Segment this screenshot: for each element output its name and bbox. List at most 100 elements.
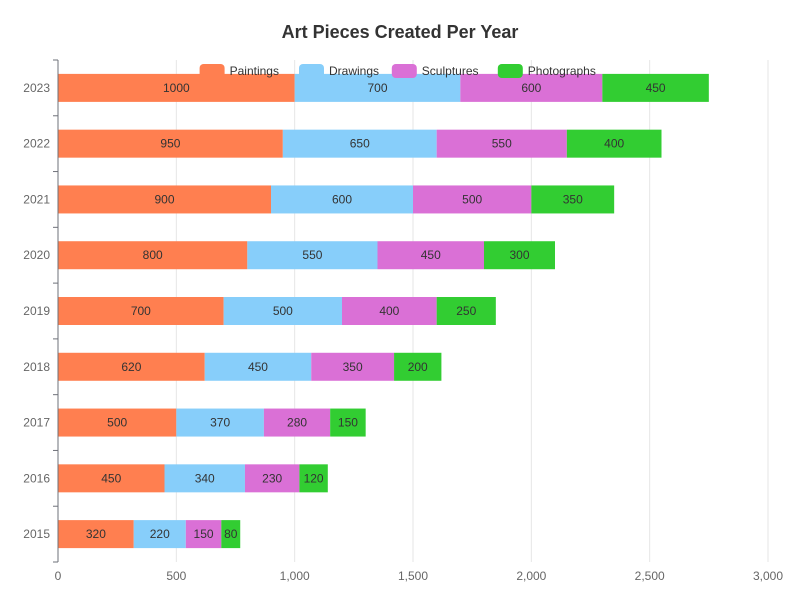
bar-segment[interactable] (263, 408, 331, 437)
bar-segment[interactable] (58, 464, 165, 493)
bar-segment[interactable] (223, 297, 342, 325)
legend-item[interactable]: Sculptures (391, 64, 479, 78)
data-label: 340 (195, 471, 215, 485)
legend-swatch (497, 64, 523, 78)
y-tick-label: 2018 (23, 360, 50, 374)
chart-title: Art Pieces Created Per Year (282, 22, 519, 42)
bar-segment[interactable] (484, 241, 555, 270)
bar-segment[interactable] (58, 352, 205, 381)
bar-segment[interactable] (58, 520, 134, 549)
data-label: 600 (521, 81, 541, 95)
legend[interactable]: Paintings Drawings Sculptures Photographs (199, 64, 596, 78)
bar-segment[interactable] (164, 464, 245, 493)
data-label: 400 (604, 137, 624, 151)
y-tick-label: 2023 (23, 81, 50, 95)
legend-swatch (299, 64, 324, 78)
bar-segment[interactable] (58, 129, 283, 158)
bar-segment[interactable] (602, 73, 709, 102)
data-label: 150 (338, 416, 358, 430)
bar-segment[interactable] (282, 129, 437, 158)
data-label: 550 (302, 248, 322, 262)
data-label: 800 (143, 248, 163, 262)
data-label: 80 (224, 527, 238, 541)
bar-segment[interactable] (58, 73, 295, 102)
data-label: 120 (304, 471, 324, 485)
data-label: 320 (86, 527, 106, 541)
bar-segment[interactable] (299, 464, 328, 493)
y-tick-label: 2017 (23, 416, 50, 430)
data-label: 500 (107, 416, 127, 430)
data-label: 550 (492, 137, 512, 151)
data-label: 400 (379, 304, 399, 318)
legend-label: Drawings (329, 64, 379, 78)
bar-segment[interactable] (271, 185, 413, 214)
bars: 320 220 150 80 450 340 230 120 500 370 280 150 620 45… (58, 73, 709, 549)
data-label: 450 (248, 360, 268, 374)
y-tick-label: 2022 (23, 137, 50, 151)
bar-segment[interactable] (436, 297, 496, 325)
data-label: 230 (262, 471, 282, 485)
data-label: 250 (456, 304, 476, 318)
bar-segment[interactable] (436, 129, 567, 158)
data-label: 200 (408, 360, 428, 374)
bar-segment[interactable] (58, 297, 224, 325)
bar-segment[interactable] (244, 464, 300, 493)
data-label: 450 (101, 471, 121, 485)
data-label: 350 (563, 192, 583, 206)
bar-segment[interactable] (394, 352, 442, 381)
bar-segment[interactable] (204, 352, 312, 381)
axes: 0 500 1,000 1,500 2,000 2,500 3,000 2015 2016 201… (23, 59, 783, 583)
legend-swatch (391, 64, 417, 78)
data-label: 280 (287, 416, 307, 430)
legend-item[interactable]: Drawings (299, 64, 379, 78)
legend-item[interactable]: Paintings (199, 64, 279, 78)
x-tick-label: 3,000 (753, 569, 783, 583)
bar-segment[interactable] (311, 352, 395, 381)
data-label: 350 (343, 360, 363, 374)
x-tick-label: 500 (166, 569, 186, 583)
legend-item[interactable]: Photographs (497, 64, 596, 78)
bar-segment[interactable] (58, 408, 177, 437)
data-label: 650 (350, 137, 370, 151)
y-tick-label: 2020 (23, 248, 50, 262)
bar-segment[interactable] (531, 185, 615, 214)
x-tick-label: 2,500 (635, 569, 665, 583)
bar-segment[interactable] (58, 185, 271, 214)
bar-segment[interactable] (377, 241, 485, 270)
data-label: 450 (646, 81, 666, 95)
data-label: 700 (131, 304, 151, 318)
y-tick-label: 2019 (23, 304, 50, 318)
bar-segment[interactable] (413, 185, 532, 214)
data-label: 220 (150, 527, 170, 541)
legend-swatch (199, 64, 225, 78)
legend-label: Paintings (230, 64, 279, 78)
bar-segment[interactable] (566, 129, 662, 158)
data-label: 700 (367, 81, 387, 95)
bar-segment[interactable] (247, 241, 378, 270)
data-label: 450 (421, 248, 441, 262)
legend-label: Sculptures (422, 64, 479, 78)
data-label: 500 (462, 192, 482, 206)
data-label: 300 (509, 248, 529, 262)
data-label: 950 (160, 137, 180, 151)
bar-segment[interactable] (221, 520, 241, 549)
bar-segment[interactable] (294, 73, 461, 102)
bar-segment[interactable] (133, 520, 186, 549)
data-label: 600 (332, 192, 352, 206)
data-label: 500 (273, 304, 293, 318)
legend-label: Photographs (528, 64, 596, 78)
y-tick-label: 2016 (23, 471, 50, 485)
data-label: 1000 (163, 81, 190, 95)
bar-segment[interactable] (460, 73, 603, 102)
x-tick-label: 1,000 (280, 569, 310, 583)
x-tick-label: 1,500 (398, 569, 428, 583)
bar-segment[interactable] (176, 408, 264, 437)
data-label: 150 (194, 527, 214, 541)
bar-segment[interactable] (342, 297, 437, 325)
bar-segment[interactable] (330, 408, 366, 437)
bar-segment[interactable] (185, 520, 222, 549)
bar-segment[interactable] (58, 241, 248, 270)
data-label: 370 (210, 416, 230, 430)
